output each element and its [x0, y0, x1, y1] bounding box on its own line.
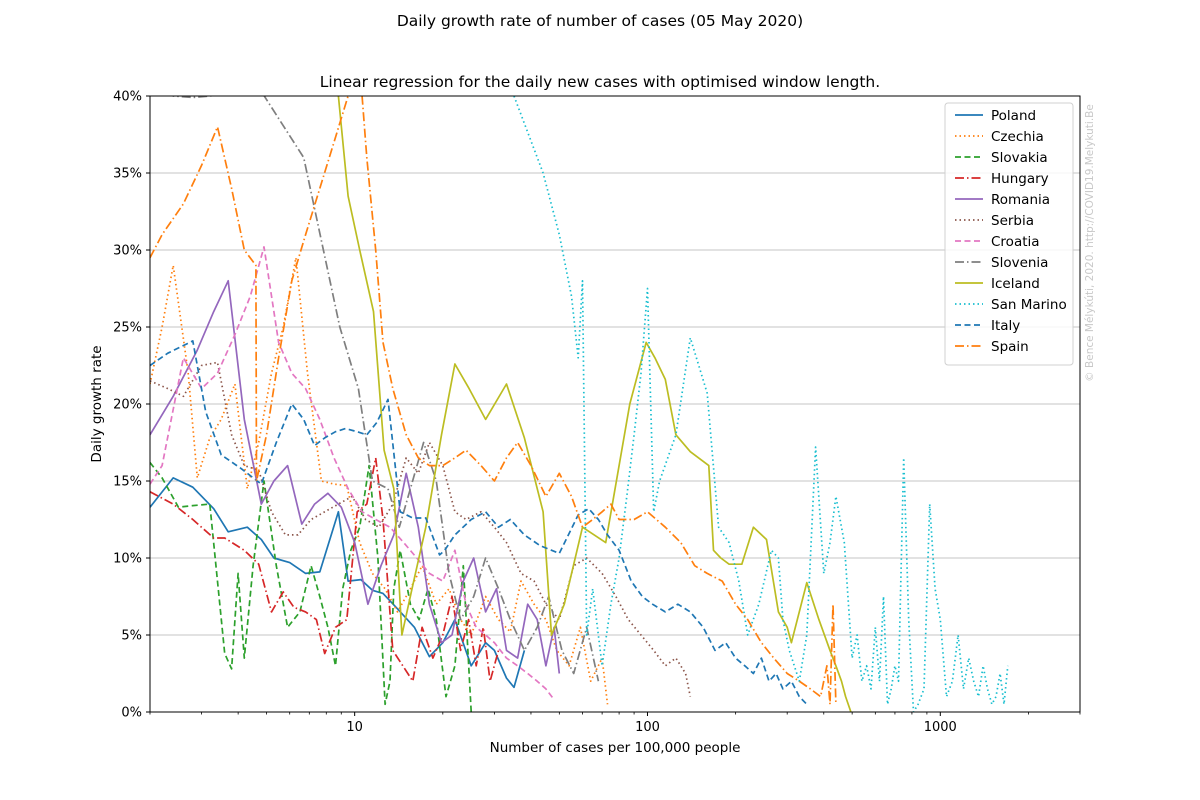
series-line-poland: [150, 477, 526, 689]
series-line-iceland: [337, 96, 852, 712]
series-line-serbia: [150, 361, 692, 697]
figure-title: Daily growth rate of number of cases (05…: [396, 12, 804, 30]
y-tick-label: 35%: [113, 167, 142, 182]
series-line-croatia: [150, 246, 555, 701]
legend-label: Italy: [991, 318, 1020, 334]
watermark-text: © Bence Mélykúti, 2020. http://COVID19.M…: [1084, 104, 1096, 382]
legend-label: Hungary: [991, 171, 1049, 187]
series-line-slovenia: [170, 96, 600, 682]
legend-label: Croatia: [991, 234, 1040, 250]
y-tick-label: 20%: [113, 398, 142, 413]
y-tick-label: 30%: [113, 244, 142, 259]
legend-label: Romania: [991, 192, 1050, 208]
grid-lines: [150, 95, 1080, 713]
series-line-romania: [150, 279, 561, 674]
legend-label: Poland: [991, 108, 1036, 124]
legend-label: Czechia: [991, 129, 1044, 145]
legend-label: Slovakia: [991, 150, 1048, 166]
x-tick-label: 10: [346, 720, 363, 735]
y-tick-label: 10%: [113, 552, 142, 567]
legend-label: San Marino: [991, 297, 1067, 313]
y-tick-label: 15%: [113, 475, 142, 490]
x-tick-label: 1000: [924, 720, 957, 735]
legend-label: Slovenia: [991, 255, 1048, 271]
x-tick-label: 100: [635, 720, 660, 735]
chart-subtitle: Linear regression for the daily new case…: [319, 73, 881, 91]
series-lines: [150, 96, 1009, 712]
y-tick-label: 25%: [113, 321, 142, 336]
series-line-spain: [150, 96, 837, 706]
legend-label: Iceland: [991, 276, 1040, 292]
legend-label: Serbia: [991, 213, 1034, 229]
series-line-slovakia: [150, 461, 473, 712]
legend: Poland Czechia Slovakia Hungary Romania Serbi…: [944, 102, 1074, 366]
series-line-hungary: [150, 457, 500, 683]
series-line-italy: [150, 340, 808, 705]
x-axis-label: Number of cases per 100,000 people: [490, 740, 741, 756]
y-tick-label: 40%: [113, 90, 142, 105]
y-tick-label: 5%: [121, 629, 142, 644]
legend-label: Spain: [991, 339, 1029, 355]
legend-box: [944, 102, 1074, 366]
axis-ticks: 0% 5% 10% 15% 20% 25% 30% 35% 40% 10 100 1000: [113, 90, 1081, 735]
y-tick-label: 0%: [121, 706, 142, 721]
y-axis-label: Daily growth rate: [89, 345, 105, 462]
